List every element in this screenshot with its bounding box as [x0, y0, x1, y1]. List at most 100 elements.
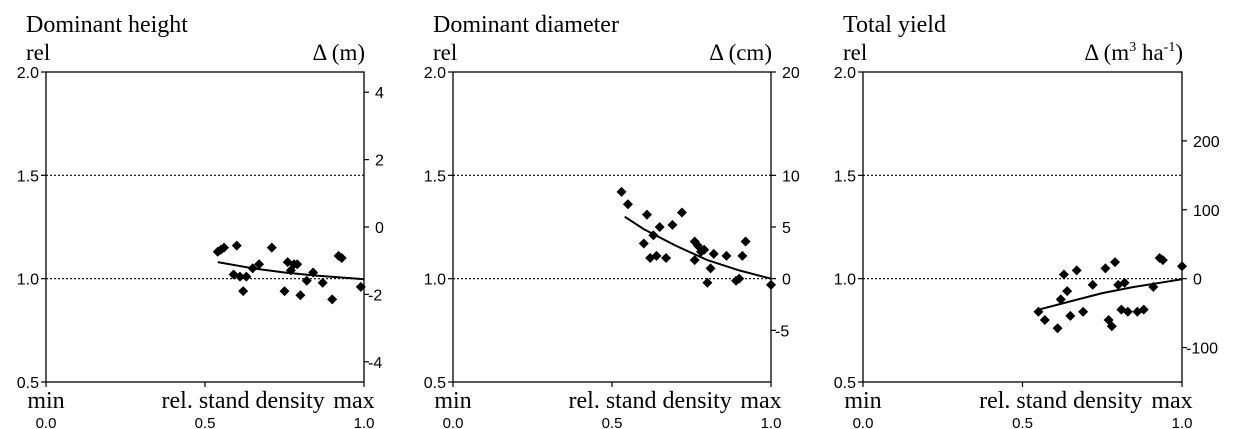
y-tick-label: 2.0 [834, 65, 856, 82]
data-point [1110, 257, 1121, 268]
data-point [254, 259, 265, 270]
y-tick-label: 2.0 [424, 65, 446, 82]
data-point [1039, 315, 1050, 325]
x-axis-label: rel. stand density [979, 388, 1142, 414]
right-axis-label-main: Δ (cm) [709, 40, 772, 65]
right-tick-label: 100 [1193, 203, 1220, 220]
data-point [1058, 269, 1069, 280]
x-tick-label: 1.0 [354, 415, 375, 429]
data-point [327, 294, 338, 305]
x-axis-label: rel. stand density [162, 388, 325, 414]
x-tick-label: 1.0 [1172, 415, 1193, 429]
data-point [1052, 323, 1063, 334]
data-point [667, 219, 678, 230]
data-point [1138, 304, 1149, 315]
chart-title: Dominant diameter [433, 12, 619, 38]
y-tick-label: 0.5 [424, 375, 446, 392]
right-tick-label: 20 [782, 65, 800, 82]
data-point [234, 271, 245, 282]
right-tick-label: -4 [368, 355, 382, 372]
data-point [1065, 310, 1076, 321]
right-axis-unit-mid: ha [1136, 40, 1163, 65]
data-point [641, 209, 652, 220]
trend-line [217, 261, 365, 281]
y-tick-label: 1.5 [17, 168, 39, 185]
trend-line [1038, 278, 1183, 311]
data-point [317, 277, 328, 288]
x-tick-label: 0.0 [443, 415, 464, 429]
right-tick-label: 0 [782, 272, 791, 289]
right-tick-label: 10 [782, 168, 800, 185]
chart-title: Dominant height [26, 12, 188, 38]
data-point [616, 186, 627, 197]
x-tick-label: 0.5 [195, 415, 216, 429]
right-axis-label: Δ (m3 ha-1) [1084, 40, 1183, 65]
x-max-label: max [1151, 388, 1192, 414]
data-point [1177, 261, 1187, 272]
plot-frame [862, 71, 1183, 383]
data-point [292, 259, 303, 270]
x-tick-label: 0.5 [602, 415, 623, 429]
right-axis-unit-superscript: 3 [1129, 40, 1136, 55]
data-point [219, 242, 230, 253]
x-min-label: min [27, 388, 64, 414]
data-point [689, 255, 700, 266]
right-axis-unit-close: ) [1175, 40, 1183, 65]
plot-frame [452, 71, 772, 383]
x-max-label: max [740, 388, 781, 414]
data-point [1122, 306, 1133, 317]
data-point [279, 286, 290, 297]
data-point [241, 271, 252, 282]
data-point [1071, 265, 1082, 276]
data-point [638, 238, 649, 249]
data-point [702, 277, 713, 288]
y-tick-label: 1.0 [834, 272, 856, 289]
data-point [654, 222, 665, 232]
data-point [734, 273, 745, 284]
data-point [676, 207, 687, 218]
data-point [1157, 255, 1168, 266]
right-tick-label: -2 [368, 287, 382, 304]
left-axis-label: rel [843, 40, 867, 65]
x-max-label: max [333, 388, 374, 414]
data-point [1106, 321, 1117, 332]
data-point [766, 279, 776, 290]
right-tick-label: 0 [1193, 272, 1202, 289]
data-point [699, 244, 710, 255]
right-axis-label: Δ (m) [313, 40, 365, 65]
data-point [1087, 279, 1098, 290]
data-point [1062, 286, 1073, 297]
right-axis-unit-superscript-2: -1 [1164, 40, 1176, 55]
right-axis-label: Δ (cm) [709, 40, 772, 65]
right-axis-label-main: Δ (m [1084, 40, 1129, 65]
y-tick-label: 1.5 [834, 168, 856, 185]
data-point [1055, 294, 1066, 305]
y-tick-label: 1.0 [424, 272, 446, 289]
plot-frame [45, 71, 365, 383]
x-tick-label: 0.0 [853, 415, 874, 429]
data-point [708, 248, 719, 259]
y-tick-label: 1.0 [17, 272, 39, 289]
data-point [295, 290, 306, 301]
y-tick-label: 1.5 [424, 168, 446, 185]
right-axis-label-main: Δ (m) [313, 40, 365, 65]
data-point [301, 275, 312, 286]
chart-title: Total yield [843, 12, 946, 38]
data-point [355, 281, 366, 292]
left-axis-label: rel [433, 40, 457, 65]
y-tick-label: 0.5 [834, 375, 856, 392]
data-point [1078, 306, 1089, 317]
y-tick-label: 0.5 [17, 375, 39, 392]
data-point [231, 240, 242, 251]
right-tick-label: 2 [375, 153, 384, 170]
data-point [721, 250, 732, 261]
left-axis-label: rel [26, 40, 50, 65]
data-point [622, 199, 633, 210]
x-tick-label: 0.5 [1012, 415, 1033, 429]
x-min-label: min [434, 388, 471, 414]
data-point [1100, 263, 1111, 274]
data-point [661, 253, 672, 263]
